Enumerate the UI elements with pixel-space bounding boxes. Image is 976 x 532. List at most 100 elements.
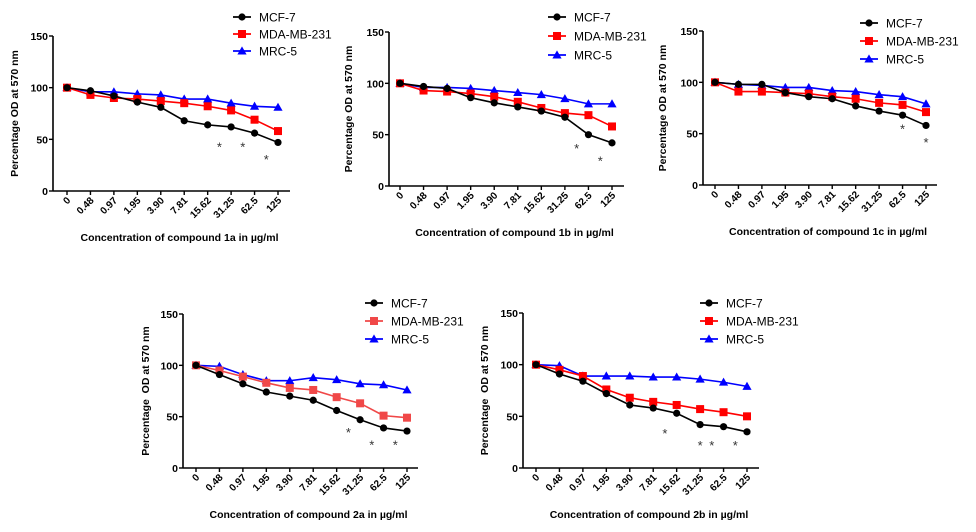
legend-item: MRC-5 xyxy=(548,49,612,63)
data-point xyxy=(672,372,682,381)
x-tick-label: 3.90 xyxy=(614,472,636,494)
legend-item: MCF-7 xyxy=(548,11,611,25)
x-tick-label: 0 xyxy=(709,189,721,201)
x-tick-label: 62.5 xyxy=(239,195,261,217)
data-point xyxy=(719,423,728,431)
significance-asterisk: * xyxy=(264,152,269,167)
x-tick-label: 1.95 xyxy=(122,195,144,217)
series-line xyxy=(66,86,279,132)
legend-label: MDA-MB-231 xyxy=(391,315,464,329)
significance-asterisk: * xyxy=(900,122,905,137)
data-point xyxy=(249,101,260,110)
series-mcf-7 xyxy=(532,361,751,436)
x-tick-label: 31.25 xyxy=(681,472,707,498)
x-tick-label: 7.81 xyxy=(638,472,660,494)
significance-asterisk: * xyxy=(574,141,579,156)
y-tick-label: 100 xyxy=(30,83,48,95)
data-point xyxy=(490,99,498,107)
legend-item: MCF-7 xyxy=(700,297,763,311)
data-point xyxy=(536,90,546,99)
data-point xyxy=(356,416,364,424)
data-point xyxy=(227,106,236,115)
data-point xyxy=(443,84,451,93)
data-point xyxy=(584,111,593,120)
data-point xyxy=(608,122,616,131)
y-tick-label: 150 xyxy=(680,26,698,38)
legend-label: MCF-7 xyxy=(886,17,923,31)
data-point xyxy=(180,117,188,125)
data-point xyxy=(734,87,743,96)
data-point xyxy=(250,129,259,137)
data-point xyxy=(262,378,271,387)
data-point xyxy=(781,89,789,97)
y-tick-label: 150 xyxy=(500,308,518,320)
significance-asterisk: * xyxy=(346,425,351,440)
data-point xyxy=(332,393,341,402)
x-tick-label: 7.81 xyxy=(298,472,320,494)
data-point xyxy=(514,103,522,111)
legend-marker xyxy=(370,317,378,325)
x-tick-label: 1.95 xyxy=(591,472,613,494)
significance-asterisk: * xyxy=(240,140,245,155)
data-point xyxy=(805,93,813,101)
data-point xyxy=(898,100,907,109)
data-point xyxy=(695,374,705,383)
data-point xyxy=(875,98,884,107)
legend-label: MCF-7 xyxy=(726,297,763,311)
x-tick-label: 0 xyxy=(394,190,406,202)
legend-label: MRC-5 xyxy=(259,45,297,59)
data-point xyxy=(757,87,766,96)
y-tick-label: 50 xyxy=(166,412,178,424)
data-point xyxy=(897,92,908,101)
y-tick-label: 150 xyxy=(30,31,48,43)
data-point xyxy=(86,87,95,95)
x-tick-label: 0.97 xyxy=(746,189,768,211)
data-point xyxy=(648,372,658,381)
x-tick-label: 15.62 xyxy=(188,195,214,221)
series-mrc-5 xyxy=(395,78,617,108)
data-point xyxy=(156,97,165,106)
data-point xyxy=(379,411,388,420)
legend-label: MCF-7 xyxy=(391,297,428,311)
x-tick-label: 7.81 xyxy=(502,190,524,212)
data-point xyxy=(333,406,341,415)
x-tick-label: 1.95 xyxy=(455,190,477,212)
legend: MCF-7 MDA-MB-231 MRC-5 xyxy=(860,17,959,67)
data-point xyxy=(403,413,411,422)
x-tick-label: 7.81 xyxy=(169,195,191,217)
x-tick-label: 31.25 xyxy=(860,189,886,215)
data-point xyxy=(273,102,283,111)
data-point xyxy=(356,399,365,408)
x-tick-label: 0.48 xyxy=(544,472,566,494)
legend-marker xyxy=(865,37,873,45)
series-line xyxy=(195,364,408,432)
x-tick-label: 125 xyxy=(599,190,619,210)
y-axis-title: Percentage OD at 570 nm xyxy=(9,50,21,177)
x-tick-label: 15.62 xyxy=(522,190,548,216)
data-point xyxy=(285,383,294,392)
data-point xyxy=(133,98,141,106)
data-point xyxy=(309,385,318,394)
data-point xyxy=(285,376,295,385)
data-point xyxy=(874,90,884,99)
legend-item: MCF-7 xyxy=(860,17,923,31)
x-tick-label: 125 xyxy=(734,472,754,492)
legend-item: MRC-5 xyxy=(365,333,429,347)
legend: MCF-7 MDA-MB-231 MRC-5 xyxy=(233,11,332,59)
data-point xyxy=(875,107,883,115)
legend: MCF-7 MDA-MB-231 MRC-5 xyxy=(548,11,647,63)
data-point xyxy=(852,102,860,110)
data-point xyxy=(467,94,475,102)
significance-asterisk: * xyxy=(393,437,398,452)
x-tick-label: 3.90 xyxy=(479,190,501,212)
series-line xyxy=(535,363,748,388)
y-tick-label: 50 xyxy=(36,134,48,146)
x-tick-label: 125 xyxy=(394,472,414,492)
data-point xyxy=(696,405,705,414)
data-point xyxy=(419,82,428,91)
y-axis-title: Percentage OD at 570 nm xyxy=(343,46,355,173)
x-axis-title: Concentration of compound 1c in µg/ml xyxy=(729,226,927,238)
data-point xyxy=(649,404,657,412)
